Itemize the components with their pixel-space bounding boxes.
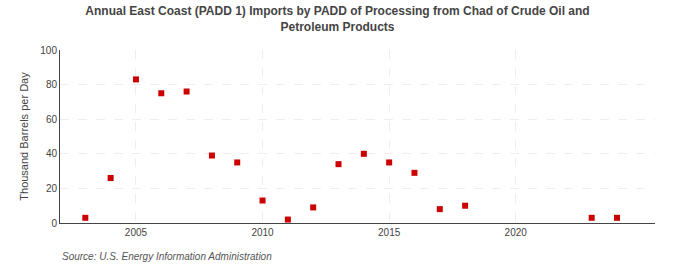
- svg-text:Thousand Barrels per Day: Thousand Barrels per Day: [18, 72, 30, 201]
- svg-text:2015: 2015: [378, 227, 401, 238]
- svg-text:80: 80: [46, 79, 58, 90]
- svg-text:20: 20: [46, 183, 58, 194]
- svg-text:2005: 2005: [125, 227, 148, 238]
- svg-text:Annual East Coast (PADD 1) Imp: Annual East Coast (PADD 1) Imports by PA…: [85, 4, 589, 34]
- svg-text:40: 40: [46, 148, 58, 159]
- svg-text:2020: 2020: [505, 227, 528, 238]
- svg-text:100: 100: [40, 45, 57, 56]
- svg-text:2010: 2010: [251, 227, 274, 238]
- svg-text:0: 0: [51, 218, 57, 229]
- svg-text:60: 60: [46, 114, 58, 125]
- svg-text:Source: U.S. Energy Informatio: Source: U.S. Energy Information Administ…: [62, 251, 272, 262]
